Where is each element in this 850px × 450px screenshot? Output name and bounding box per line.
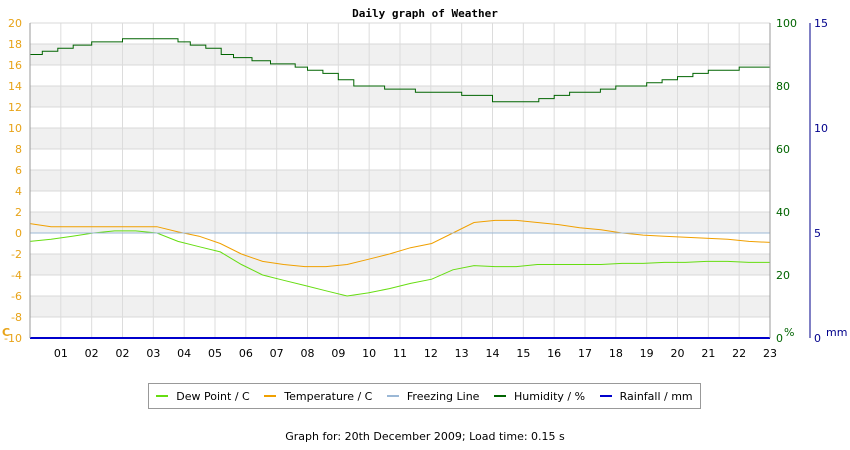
right2-tick-label: 0 <box>814 332 821 345</box>
x-tick-label: 09 <box>331 347 345 360</box>
x-tick-label: 23 <box>763 347 777 360</box>
x-tick-label: 22 <box>732 347 746 360</box>
x-tick-label: 13 <box>455 347 469 360</box>
x-tick-label: 21 <box>701 347 715 360</box>
left-tick-label: 14 <box>8 80 22 93</box>
x-tick-label: 12 <box>424 347 438 360</box>
legend-item: Dew Point / C <box>156 389 250 403</box>
right2-axis-unit: mm <box>826 326 847 339</box>
legend-label: Temperature / C <box>284 389 373 403</box>
legend-label: Rainfall / mm <box>619 389 693 403</box>
x-tick-label: 14 <box>486 347 500 360</box>
legend-swatch <box>494 395 507 397</box>
left-tick-label: 4 <box>15 185 22 198</box>
x-tick-label: 02 <box>116 347 130 360</box>
right-tick-label: 40 <box>776 206 790 219</box>
legend-item: Humidity / % <box>494 390 585 403</box>
x-tick-label: 11 <box>393 347 407 360</box>
left-tick-label: 8 <box>15 143 22 156</box>
x-tick-label: 16 <box>547 347 561 360</box>
x-tick-label: 02 <box>85 347 99 360</box>
left-tick-label: 0 <box>15 227 22 240</box>
footer-info: Graph for: 20th December 2009; Load time… <box>285 430 565 443</box>
chart-legend: Dew Point / C Temperature / C Freezing Lin… <box>148 383 701 409</box>
legend-item: Rainfall / mm <box>599 389 693 403</box>
left-tick-label: 16 <box>8 59 22 72</box>
legend-swatch <box>386 395 399 397</box>
x-tick-label: 19 <box>640 347 654 360</box>
legend-label: Dew Point / C <box>176 389 250 403</box>
x-tick-label: 15 <box>516 347 530 360</box>
legend-swatch <box>264 395 277 397</box>
left-axis-unit: C <box>2 326 10 339</box>
axes <box>29 23 811 338</box>
left-tick-label: -10 <box>4 332 22 345</box>
left-tick-label: -6 <box>11 290 22 303</box>
chart-title: Daily graph of Weather <box>352 7 498 20</box>
left-tick-label: 18 <box>8 38 22 51</box>
right-axis-unit: % <box>784 326 794 339</box>
right-tick-label: 0 <box>776 332 783 345</box>
legend-label: Freezing Line <box>406 389 480 403</box>
legend-swatch <box>156 395 169 397</box>
x-tick-label: 17 <box>578 347 592 360</box>
right-tick-label: 100 <box>776 17 797 30</box>
x-tick-label: 06 <box>239 347 253 360</box>
right-tick-label: 20 <box>776 269 790 282</box>
x-tick-label: 03 <box>146 347 160 360</box>
left-tick-label: 12 <box>8 101 22 114</box>
series-line <box>29 219 771 268</box>
left-tick-label: -8 <box>11 311 22 324</box>
right2-tick-label: 5 <box>814 227 821 240</box>
left-tick-label: -4 <box>11 269 22 282</box>
x-tick-label: 08 <box>301 347 315 360</box>
x-tick-label: 10 <box>362 347 376 360</box>
x-tick-label: 20 <box>671 347 685 360</box>
right2-tick-label: 15 <box>814 17 828 30</box>
weather-chart: Daily graph of Weather 20181614121086420… <box>2 7 847 360</box>
legend-label: Humidity / % <box>514 389 586 403</box>
left-tick-label: 10 <box>8 122 22 135</box>
tick-labels: 20181614121086420-2-4-6-8-10C10080604020… <box>2 17 847 360</box>
right2-tick-label: 10 <box>814 122 828 135</box>
right-tick-label: 60 <box>776 143 790 156</box>
right-tick-label: 80 <box>776 80 790 93</box>
left-tick-label: 2 <box>15 206 22 219</box>
left-tick-label: 20 <box>8 17 22 30</box>
x-tick-label: 07 <box>270 347 284 360</box>
left-tick-label: 6 <box>15 164 22 177</box>
series-line <box>30 38 770 103</box>
x-tick-label: 04 <box>177 347 191 360</box>
legend-item: Freezing Line <box>386 389 480 403</box>
x-tick-label: 18 <box>609 347 623 360</box>
x-tick-label: 01 <box>54 347 68 360</box>
legend-swatch <box>599 395 612 397</box>
legend-item: Temperature / C <box>264 390 372 403</box>
x-tick-label: 05 <box>208 347 222 360</box>
left-tick-label: -2 <box>11 248 22 261</box>
series-lines <box>29 38 771 339</box>
